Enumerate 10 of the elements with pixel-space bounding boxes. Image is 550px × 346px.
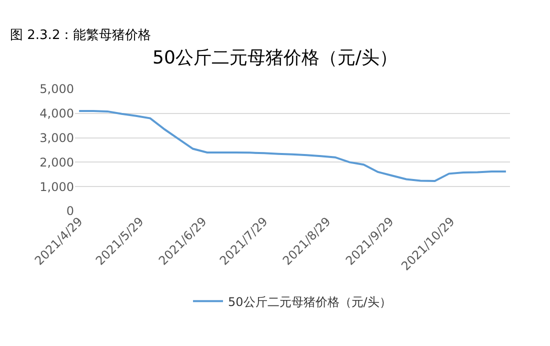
line-series	[78, 110, 507, 182]
y-tick-label: 2,000	[40, 155, 74, 170]
y-tick-label: 3,000	[40, 131, 74, 145]
y-tick-label: 0	[66, 204, 74, 218]
legend-label: 50公斤二元母猪价格（元/头）	[228, 294, 392, 309]
y-tick-label: 5,000	[40, 82, 74, 96]
y-tick-label: 4,000	[40, 106, 74, 121]
caption: 图 2.3.2：能繁母猪价格	[10, 28, 152, 43]
y-tick-label: 1,000	[40, 180, 74, 194]
chart-title: 50公斤二元母猪价格（元/头）	[152, 47, 398, 68]
